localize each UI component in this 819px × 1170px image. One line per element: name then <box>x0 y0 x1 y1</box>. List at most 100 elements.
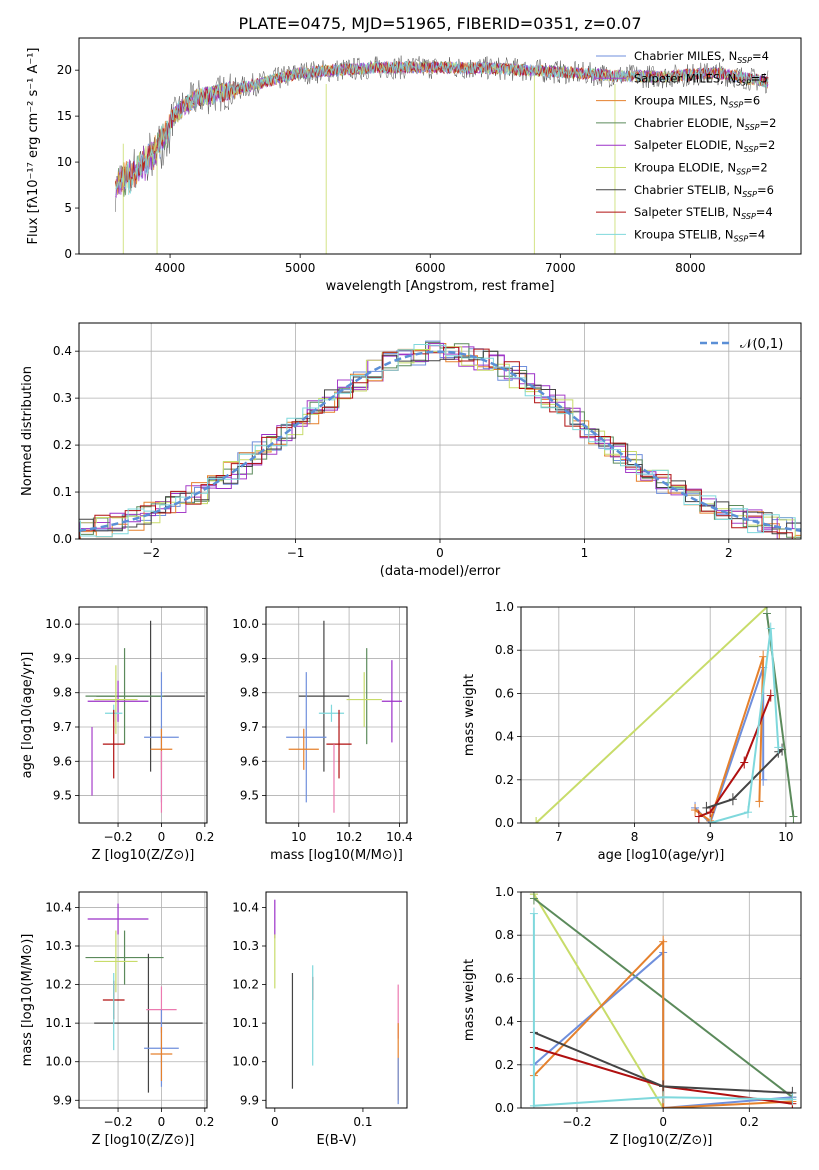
legend-entry: Kroupa ELODIE, NSSP=2 <box>634 161 768 177</box>
figure-title: PLATE=0475, MJD=51965, FIBERID=0351, z=0… <box>238 14 641 33</box>
y-tick-label: 9.9 <box>53 651 72 665</box>
x-tick-label: 2 <box>725 546 733 560</box>
x-tick-label: 10 <box>291 830 306 844</box>
x-tick-label: 10.2 <box>336 830 363 844</box>
axes-frame <box>265 891 408 1109</box>
y-tick-label: 1.0 <box>495 885 514 899</box>
x-tick-label: 0 <box>659 1115 667 1129</box>
axes-frame <box>520 891 802 1109</box>
x-tick-label: 10 <box>778 830 793 844</box>
y-tick-label: 9.9 <box>240 651 259 665</box>
x-tick-label: −0.2 <box>562 1115 591 1129</box>
panel-weight-vs-z: −0.2 0 0.2 0.0 0.2 0.4 0.6 0.8 1.0 Z [log10(Z/Z⊙)… <box>462 885 802 1148</box>
y-tick-label: 0 <box>64 247 72 261</box>
plot-area <box>79 340 801 539</box>
y-tick-label: 10.1 <box>45 1016 72 1030</box>
y-tick-label: 20 <box>57 63 72 77</box>
x-tick-label: 6000 <box>415 261 446 275</box>
histogram-step-7 <box>79 346 801 539</box>
x-tick-label: 9 <box>706 830 714 844</box>
plot-area <box>115 55 769 254</box>
y-tick-label: 9.9 <box>240 1093 259 1107</box>
y-tick-label: 0.4 <box>495 730 514 744</box>
y-tick-label: 9.5 <box>53 789 72 803</box>
x-tick-label: −0.2 <box>103 830 132 844</box>
y-tick-label: 5 <box>64 201 72 215</box>
y-tick-label: 0.4 <box>495 1015 514 1029</box>
y-tick-label: 0.8 <box>495 928 514 942</box>
y-tick-label: 9.6 <box>53 754 72 768</box>
y-axis-label: Flux [fλ10⁻¹⁷ erg cm⁻² s⁻¹ A⁻¹] <box>26 48 41 245</box>
axes-frame <box>78 891 208 1109</box>
y-tick-label: 0.2 <box>495 773 514 787</box>
x-axis-label: E(B-V) <box>316 1133 356 1148</box>
axes-frame <box>78 322 802 540</box>
y-tick-label: 0.0 <box>53 532 72 546</box>
weight-line-6 <box>532 913 793 1107</box>
axes-frame <box>78 606 208 824</box>
panel-spectrum: 4000 5000 6000 7000 8000 0 5 10 15 20 wavelength [… <box>26 37 802 294</box>
y-axis-label: mass weight <box>462 674 477 756</box>
x-tick-label: 8 <box>631 830 639 844</box>
y-tick-label: 10.2 <box>45 978 72 992</box>
panel-mass-vs-z: −0.2 0 0.2 9.9 10.0 10.1 10.2 10.3 10.4 Z [log10(… <box>20 891 214 1148</box>
panel-age-vs-z: −0.2 0 0.2 9.5 9.6 9.7 9.8 9.9 10.0 Z [log10(Z/Z⊙… <box>20 606 214 863</box>
x-tick-label: 0.1 <box>353 1115 372 1129</box>
x-axis-label: (data-model)/error <box>380 564 501 579</box>
plot-area <box>286 620 402 813</box>
y-tick-label: 0.4 <box>53 344 72 358</box>
x-tick-label: 0.2 <box>740 1115 759 1129</box>
y-tick-label: 9.8 <box>240 686 259 700</box>
plot-area <box>274 899 399 1105</box>
y-tick-label: 0.2 <box>53 438 72 452</box>
x-tick-label: 5000 <box>285 261 316 275</box>
y-tick-label: 0.6 <box>495 971 514 985</box>
y-axis-label: mass [log10(M/M⊙)] <box>20 934 35 1067</box>
x-tick-label: 0 <box>158 830 166 844</box>
x-tick-label: 0 <box>271 1115 279 1129</box>
y-tick-label: 9.8 <box>53 686 72 700</box>
plot-area <box>85 903 203 1093</box>
weight-line-6 <box>709 628 780 823</box>
legend-entry: Kroupa MILES, NSSP=6 <box>634 94 760 110</box>
x-tick-label: 8000 <box>675 261 706 275</box>
panel-weight-vs-age: 7 8 9 10 0.0 0.2 0.4 0.6 0.8 1.0 age [log10(age/yr… <box>462 600 802 863</box>
legend-entry: Chabrier ELODIE, NSSP=2 <box>634 116 776 132</box>
panel-residuals: −2 −1 0 1 2 0.0 0.1 0.2 0.3 0.4 (data-model)/error… <box>20 322 802 579</box>
x-axis-label: wavelength [Angstrom, rest frame] <box>326 279 555 294</box>
panel-age-vs-mass: 10 10.2 10.4 9.5 9.6 9.7 9.8 9.9 10.0 mass [log10… <box>232 606 413 863</box>
x-tick-label: −2 <box>142 546 160 560</box>
legend-entry: Chabrier STELIB, NSSP=6 <box>634 183 774 199</box>
histogram-step-8 <box>79 344 801 538</box>
y-tick-label: 0.6 <box>495 686 514 700</box>
x-tick-label: 7000 <box>545 261 576 275</box>
y-tick-label: 0.0 <box>495 1101 514 1115</box>
y-tick-label: 0.1 <box>53 485 72 499</box>
y-tick-label: 0.0 <box>495 816 514 830</box>
legend-entry: Salpeter STELIB, NSSP=4 <box>634 205 773 221</box>
x-tick-label: 4000 <box>155 261 186 275</box>
y-tick-label: 9.7 <box>240 720 259 734</box>
y-tick-label: 0.2 <box>495 1058 514 1072</box>
legend-entry: Salpeter MILES, NSSP=5 <box>634 71 768 87</box>
x-axis-label: mass [log10(M/M⊙)] <box>270 848 403 863</box>
x-tick-label: 0.2 <box>195 1115 214 1129</box>
histogram-step-5 <box>79 346 801 539</box>
gaussian-curve <box>79 350 801 533</box>
y-tick-label: 9.5 <box>240 789 259 803</box>
x-tick-label: 1 <box>581 546 589 560</box>
y-tick-label: 10.3 <box>45 939 72 953</box>
y-tick-label: 10.0 <box>232 1055 259 1069</box>
y-tick-label: 10.0 <box>45 1055 72 1069</box>
histogram-step-2 <box>79 343 801 539</box>
legend: Chabrier MILES, NSSP=4 Salpeter MILES, NS… <box>596 49 776 243</box>
legend-entry: Salpeter ELODIE, NSSP=2 <box>634 138 775 154</box>
x-axis-label: age [log10(age/yr)] <box>598 848 725 863</box>
y-axis-label: age [log10(age/yr)] <box>20 652 35 779</box>
x-tick-label: 0 <box>158 1115 166 1129</box>
plot-area <box>529 892 797 1108</box>
y-tick-label: 0.8 <box>495 643 514 657</box>
spectrum-line-8 <box>115 60 769 195</box>
plot-area <box>532 607 798 823</box>
y-tick-label: 1.0 <box>495 600 514 614</box>
